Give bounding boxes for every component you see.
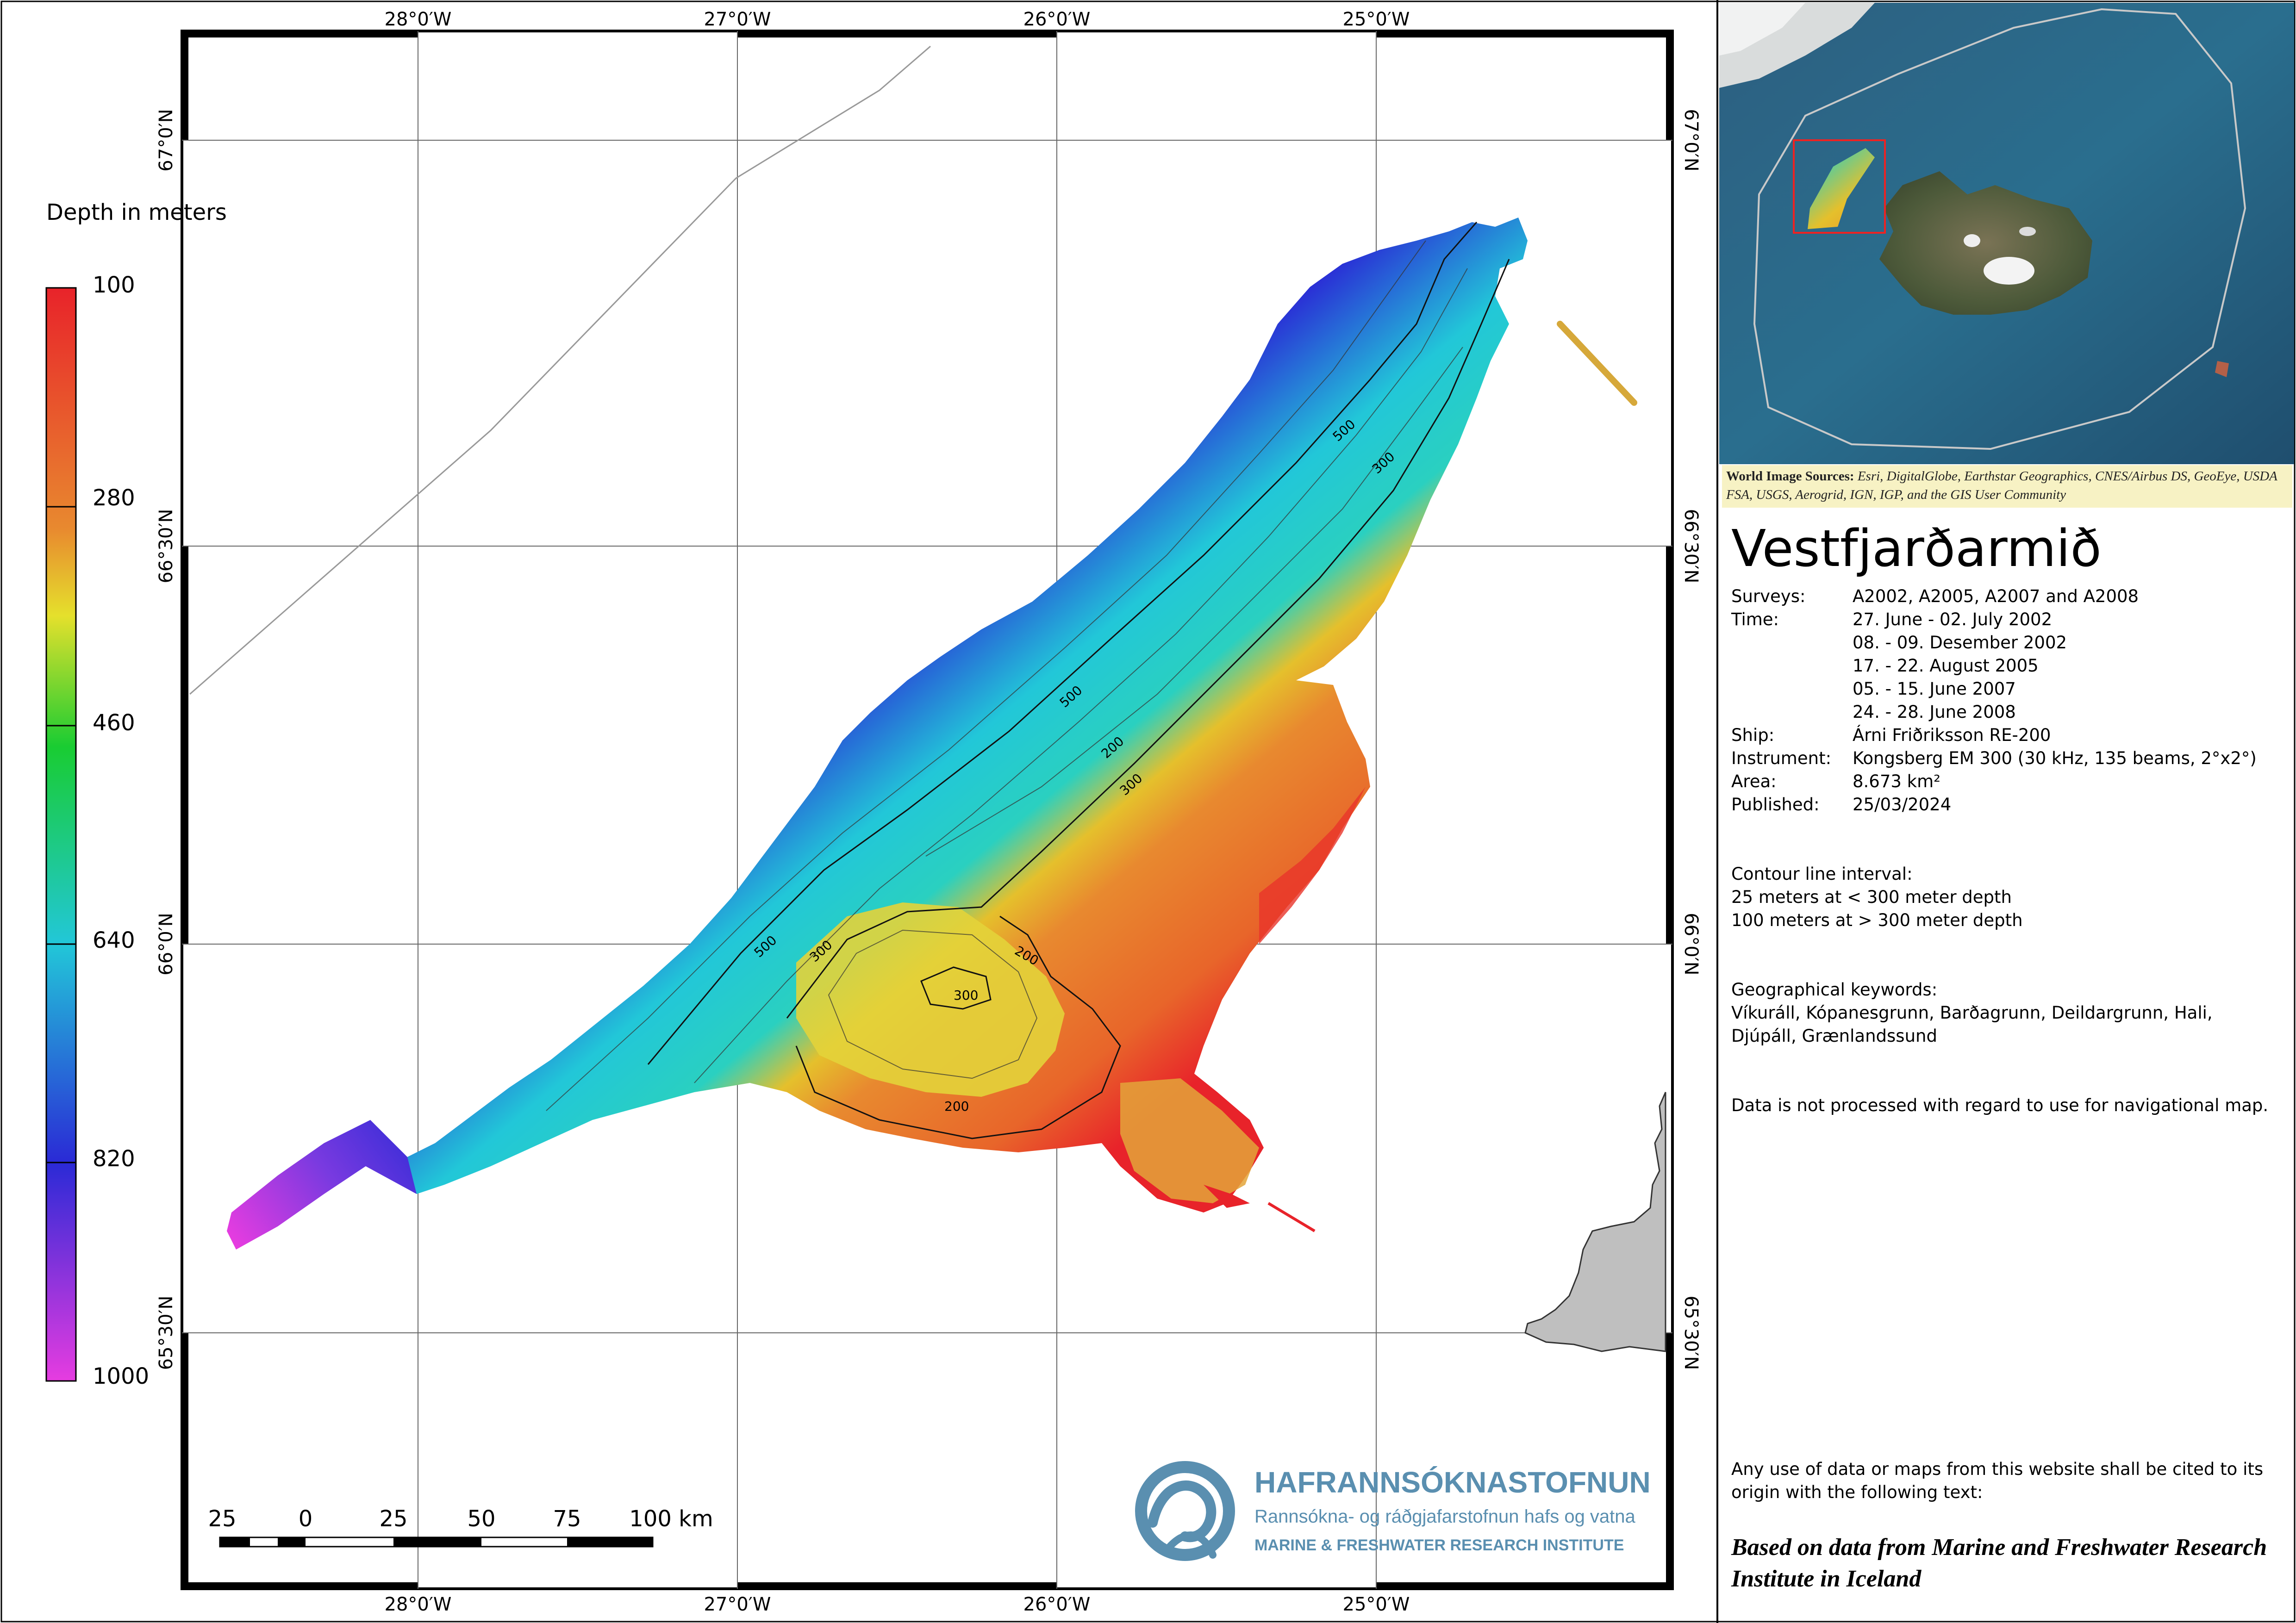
- meta-row: Instrument: Kongsberg EM 300 (30 kHz, 135…: [1731, 747, 2287, 770]
- contour-interval-1: 25 meters at < 300 meter depth: [1731, 887, 2012, 907]
- logo-name: HAFRANNSÓKNASTOFNUN: [1254, 1466, 1651, 1499]
- legend-tick: 460: [93, 710, 135, 736]
- lat-label: 67°0′N: [1680, 109, 1702, 171]
- longitude-labels-top: 28°0′W 27°0′W 26°0′W 25°0′W: [385, 9, 1410, 30]
- meta-value: 24. - 28. June 2008: [1853, 702, 2016, 722]
- lon-label: 26°0′W: [1023, 9, 1091, 30]
- meta-key: Instrument:: [1731, 748, 1832, 768]
- meta-row: Published: 25/03/2024: [1731, 793, 2287, 816]
- meta-value: 25/03/2024: [1853, 795, 1952, 815]
- meta-row: Ship: Árni Friðriksson RE-200: [1731, 724, 2287, 747]
- map-info-panel: Vestfjarðarmið Surveys: A2002, A2005, A20…: [1731, 518, 2287, 1117]
- meta-value: Kongsberg EM 300 (30 kHz, 135 beams, 2°x…: [1853, 748, 2257, 768]
- scale-label: 25: [379, 1506, 407, 1532]
- latitude-labels-right: 67°0′N 66°30′N 66°0′N 65°30′N: [1680, 109, 1702, 1370]
- lat-label: 67°0′N: [156, 109, 177, 171]
- scale-label: 25: [208, 1506, 236, 1532]
- contour-label: 200: [944, 1099, 969, 1114]
- lat-label: 65°30′N: [1680, 1296, 1702, 1370]
- meta-key: [1731, 654, 1853, 678]
- contour-lines: [647, 222, 1510, 1139]
- imagery-credits: World Image Sources: Esri, DigitalGlobe,…: [1722, 465, 2292, 508]
- legend-tick: 820: [93, 1146, 135, 1172]
- scale-label: 75: [553, 1506, 581, 1532]
- lon-label: 28°0′W: [385, 1594, 452, 1615]
- meta-row: Time: 27. June - 02. July 2002: [1731, 608, 2287, 631]
- scale-label: 50: [467, 1506, 495, 1532]
- meta-key: Time:: [1731, 609, 1779, 629]
- legend-colorbar: [45, 287, 77, 1382]
- overview-inset-map: [1719, 3, 2294, 464]
- map-title: Vestfjarðarmið: [1731, 519, 2102, 578]
- meta-row: 08. - 09. Desember 2002: [1731, 631, 2287, 654]
- meta-row: 17. - 22. August 2005: [1731, 654, 2287, 678]
- legend-title: Depth in meters: [46, 199, 227, 225]
- meta-row: 24. - 28. June 2008: [1731, 701, 2287, 724]
- meta-key: Area:: [1731, 771, 1777, 791]
- lat-label: 65°30′N: [156, 1296, 177, 1370]
- frame-checker: [182, 31, 1672, 1589]
- meta-key: Ship:: [1731, 725, 1775, 745]
- legend-tick: 640: [93, 927, 135, 953]
- lon-label: 25°0′W: [1343, 9, 1410, 30]
- lat-label: 66°0′N: [156, 913, 177, 975]
- meta-value: 05. - 15. June 2007: [1853, 679, 2016, 699]
- credits-label: World Image Sources:: [1726, 469, 1854, 484]
- meta-row: Surveys: A2002, A2005, A2007 and A2008: [1731, 585, 2287, 608]
- lon-label: 28°0′W: [385, 9, 452, 30]
- lon-label: 25°0′W: [1343, 1594, 1410, 1615]
- lat-label: 66°30′N: [1680, 509, 1702, 584]
- scale-label: 0: [299, 1506, 313, 1532]
- contour-label: 300: [954, 988, 978, 1003]
- legend-tick: 100: [93, 272, 135, 298]
- meta-key: [1731, 701, 1853, 724]
- eez-boundary-line: [189, 45, 931, 695]
- graticule: [182, 31, 1672, 1589]
- meta-value: 27. June - 02. July 2002: [1853, 609, 2053, 629]
- lat-label: 66°0′N: [1680, 913, 1702, 975]
- scale-label: 100 km: [629, 1506, 713, 1532]
- lon-label: 27°0′W: [704, 1594, 771, 1615]
- meta-key: Published:: [1731, 795, 1820, 815]
- lon-label: 26°0′W: [1023, 1594, 1091, 1615]
- meta-key: Surveys:: [1731, 586, 1806, 606]
- legend-tick: 1000: [93, 1363, 149, 1389]
- lat-label: 66°30′N: [156, 509, 177, 584]
- minor-contours: [546, 240, 1468, 1111]
- meta-value: 17. - 22. August 2005: [1853, 656, 2039, 676]
- citation-text: Based on data from Marine and Freshwater…: [1731, 1534, 2267, 1592]
- depth-legend: Depth in meters 100 280 460 640 820 1000: [45, 199, 227, 1389]
- institute-logo: HAFRANNSÓKNASTOFNUN Rannsókna- og ráðgja…: [1135, 1461, 1651, 1561]
- keywords-line-1: Víkuráll, Kópanesgrunn, Barðagrunn, Deil…: [1731, 1003, 2213, 1023]
- logo-subtitle: Rannsókna- og ráðgjafarstofnun hafs og v…: [1254, 1506, 1636, 1527]
- lon-label: 27°0′W: [704, 9, 771, 30]
- logo-english: MARINE & FRESHWATER RESEARCH INSTITUTE: [1254, 1536, 1624, 1554]
- keywords-heading: Geographical keywords:: [1731, 980, 1938, 1000]
- keywords-line-2: Djúpáll, Grænlandssund: [1731, 1026, 1937, 1046]
- meta-value: 08. - 09. Desember 2002: [1853, 633, 2067, 653]
- meta-row: Area: 8.673 km²: [1731, 770, 2287, 793]
- meta-value: Árni Friðriksson RE-200: [1853, 725, 2051, 745]
- meta-key: [1731, 678, 1853, 701]
- scale-bar: 25 0 25 50 75 100 km: [208, 1506, 713, 1548]
- contour-interval-2: 100 meters at > 300 meter depth: [1731, 910, 2023, 930]
- longitude-labels-bottom: 28°0′W 27°0′W 26°0′W 25°0′W: [385, 1594, 1410, 1615]
- coastline-iceland: [1524, 1092, 1666, 1352]
- navigation-disclaimer: Data is not processed with regard to use…: [1731, 1095, 2269, 1115]
- legend-tick: 280: [93, 485, 135, 511]
- meta-value: 8.673 km²: [1853, 771, 1940, 791]
- meta-row: 05. - 15. June 2007: [1731, 678, 2287, 701]
- contour-heading: Contour line interval:: [1731, 864, 1913, 884]
- credits-text: Esri, DigitalGlobe, Earthstar Geographic…: [1726, 469, 2277, 502]
- latitude-labels-left: 67°0′N 66°30′N 66°0′N 65°30′N: [156, 109, 177, 1370]
- citation-note: Any use of data or maps from this websit…: [1731, 1459, 2264, 1502]
- meta-key: [1731, 631, 1853, 654]
- meta-value: A2002, A2005, A2007 and A2008: [1853, 586, 2139, 606]
